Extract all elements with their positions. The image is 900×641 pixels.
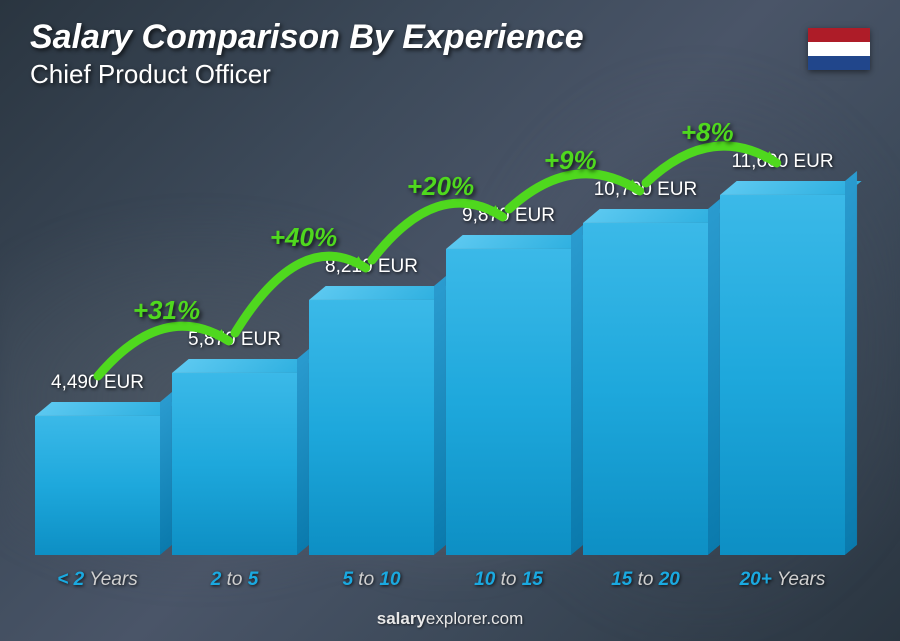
bar-category-label: 10 to 15 [474,569,543,591]
bar-category-label: 5 to 10 [342,569,400,591]
bar-group: 5,870 EUR 2 to 5 [172,120,297,591]
bar-front-face [446,249,571,555]
bar-category-label: 20+ Years [740,569,826,591]
bar-wrap: 9,870 EUR [446,120,571,555]
bar-wrap: 5,870 EUR [172,120,297,555]
flag-stripe-mid [808,42,870,56]
bar-value-label: 4,490 EUR [51,372,144,394]
bar-group: 10,700 EUR 15 to 20 [583,120,708,591]
footer-brand: salaryexplorer.com [0,609,900,629]
header: Salary Comparison By Experience Chief Pr… [30,18,584,90]
bar-front-face [309,300,434,555]
bar-top-face [35,402,177,416]
page-title: Salary Comparison By Experience [30,18,584,57]
bar-front-face [35,416,160,555]
bar-side-face [297,349,309,555]
bar-top-face [720,181,862,195]
bar: 9,870 EUR [446,249,571,555]
bar-front-face [583,223,708,555]
bar-top-face [446,235,588,249]
bar-group: 4,490 EUR < 2 Years [35,120,160,591]
bar-value-label: 5,870 EUR [188,329,281,351]
bar-category-label: 2 to 5 [211,569,259,591]
bar: 11,600 EUR [720,195,845,555]
bar-side-face [434,276,446,555]
bar-group: 9,870 EUR 10 to 15 [446,120,571,591]
bar-group: 8,210 EUR 5 to 10 [309,120,434,591]
bar-value-label: 11,600 EUR [731,151,833,173]
bar-value-label: 9,870 EUR [462,205,555,227]
bar: 4,490 EUR [35,416,160,555]
bar-category-label: 15 to 20 [611,569,680,591]
salary-bar-chart: 4,490 EUR < 2 Years 5,870 EUR 2 to 5 8,210 E… [35,120,845,591]
bar-top-face [172,359,314,373]
bar-side-face [845,171,857,555]
footer-brand-bold: salary [377,609,426,628]
bar-wrap: 11,600 EUR [720,120,845,555]
footer-brand-rest: explorer.com [426,609,523,628]
bar-wrap: 8,210 EUR [309,120,434,555]
bar-value-label: 8,210 EUR [325,256,418,278]
page-subtitle: Chief Product Officer [30,59,584,90]
bar-group: 11,600 EUR 20+ Years [720,120,845,591]
bar-side-face [708,199,720,555]
bar-wrap: 4,490 EUR [35,120,160,555]
bar-value-label: 10,700 EUR [594,179,698,201]
bar-top-face [309,286,451,300]
bar-category-label: < 2 Years [57,569,137,591]
bar: 5,870 EUR [172,373,297,555]
flag-stripe-top [808,28,870,42]
bar-side-face [160,392,172,555]
flag-stripe-bot [808,56,870,70]
bar-side-face [571,225,583,555]
country-flag-netherlands [808,28,870,70]
bar-top-face [583,209,725,223]
bar-front-face [720,195,845,555]
bar-front-face [172,373,297,555]
bar: 10,700 EUR [583,223,708,555]
bar-wrap: 10,700 EUR [583,120,708,555]
bar: 8,210 EUR [309,300,434,555]
